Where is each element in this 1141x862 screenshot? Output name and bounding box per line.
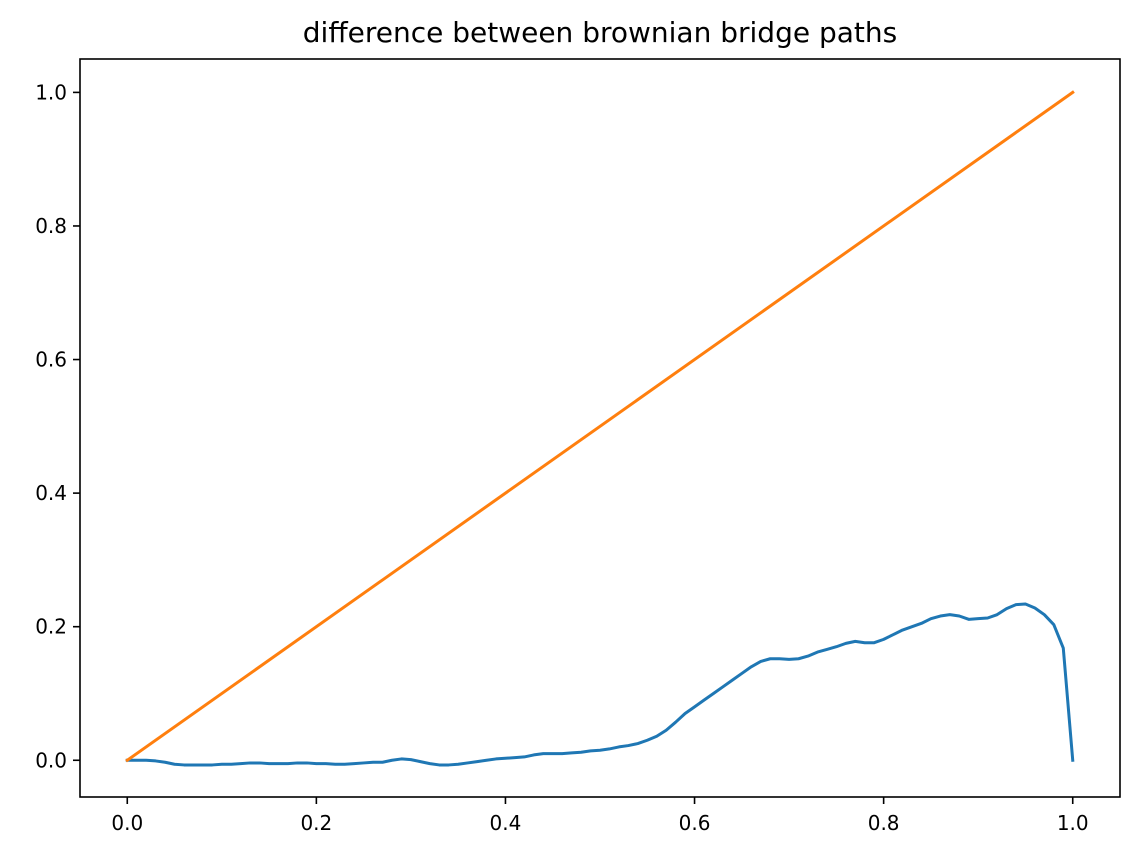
x-tick-label: 1.0 [1057, 811, 1089, 835]
y-tick-label: 0.2 [35, 615, 67, 639]
y-tick-label: 1.0 [35, 80, 67, 104]
x-tick-label: 0.2 [300, 811, 332, 835]
y-tick-label: 0.6 [35, 348, 67, 372]
x-tick-label: 0.0 [111, 811, 143, 835]
series-line-2 [125, 90, 1075, 763]
plot-area [125, 90, 1075, 767]
y-axis: 0.0 0.2 0.4 0.6 0.8 1.0 [35, 80, 80, 772]
x-tick-label: 0.4 [490, 811, 522, 835]
y-tick-label: 0.4 [35, 481, 67, 505]
x-tick-label: 0.6 [679, 811, 711, 835]
x-tick-label: 0.8 [868, 811, 900, 835]
y-tick-label: 0.0 [35, 748, 67, 772]
y-tick-label: 0.8 [35, 214, 67, 238]
series-line-1 [125, 602, 1075, 767]
axes-frame [79, 58, 1121, 798]
x-axis: 0.0 0.2 0.4 0.6 0.8 1.0 [111, 797, 1089, 835]
chart-title: difference between brownian bridge paths [303, 16, 897, 49]
